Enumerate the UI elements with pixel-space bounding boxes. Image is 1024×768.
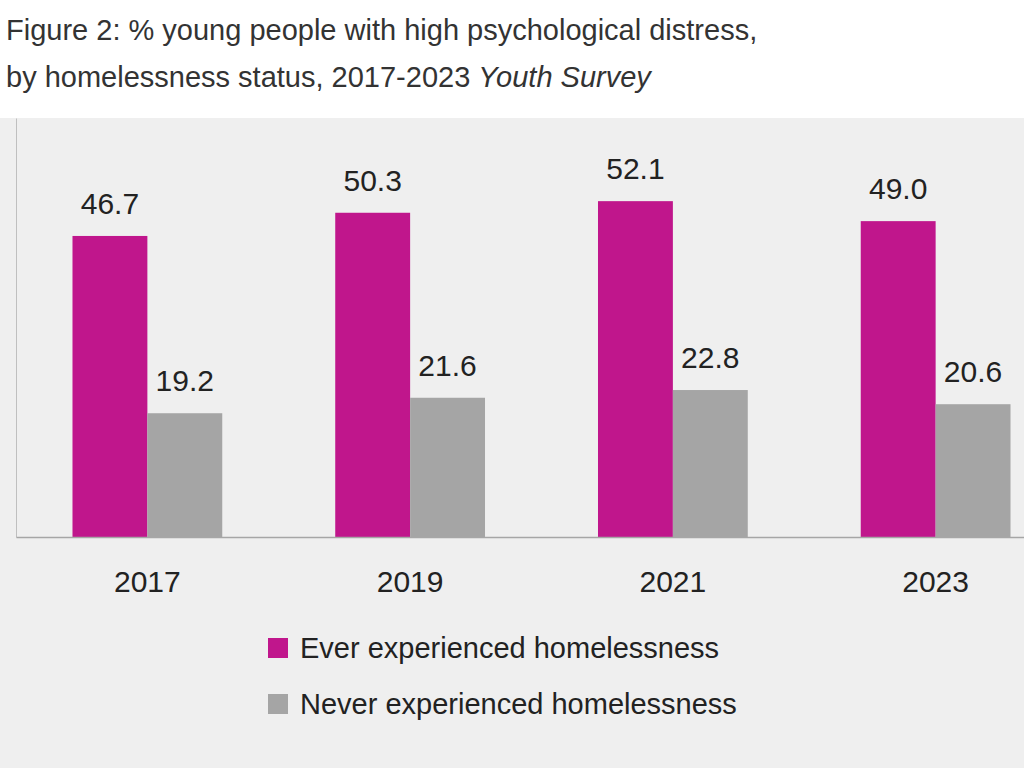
data-label: 20.6	[944, 355, 1002, 388]
y-axis	[16, 119, 17, 538]
axis-line	[16, 119, 17, 538]
bar	[598, 201, 673, 537]
legend-swatch	[268, 694, 288, 714]
legend-label: Never experienced homelessness	[300, 688, 737, 720]
bar	[410, 398, 485, 537]
legend-swatch	[268, 638, 288, 658]
data-label: 50.3	[343, 164, 401, 197]
tick-label: 2019	[377, 565, 444, 598]
data-label: 46.7	[81, 187, 139, 220]
legend: Ever experienced homelessness Never exper…	[268, 632, 737, 720]
data-label: 21.6	[418, 349, 476, 382]
bars	[72, 201, 1010, 537]
bar	[673, 390, 748, 537]
tick-label: 2017	[114, 565, 181, 598]
bar	[335, 213, 410, 537]
data-label: 22.8	[681, 341, 739, 374]
data-labels: 46.7 50.3 52.1 49.0 19.2 21.6 22.8 20.6	[81, 152, 1003, 397]
tick-label: 2021	[640, 565, 707, 598]
tick-label: 2023	[902, 565, 969, 598]
bar	[72, 236, 147, 537]
bar	[936, 404, 1011, 537]
data-label: 49.0	[869, 172, 927, 205]
panel	[0, 118, 1024, 768]
data-label: 19.2	[156, 364, 214, 397]
legend-label: Ever experienced homelessness	[300, 632, 719, 664]
tick: 2019	[377, 565, 444, 598]
data-label: 52.1	[606, 152, 664, 185]
title: Figure 2: % young people with high psych…	[6, 14, 757, 46]
x-axis: 2017 2019 2021 2023	[17, 538, 1024, 599]
tick: 2023	[902, 565, 969, 598]
title: by homelessness status, 2017-2023 Youth …	[6, 61, 652, 93]
tick: 2021	[640, 565, 707, 598]
chart: Figure 2: % young people with high psych…	[0, 0, 1024, 768]
bar	[147, 413, 222, 537]
axis-line	[17, 537, 1024, 539]
tick: 2017	[114, 565, 181, 598]
bar	[861, 221, 936, 537]
